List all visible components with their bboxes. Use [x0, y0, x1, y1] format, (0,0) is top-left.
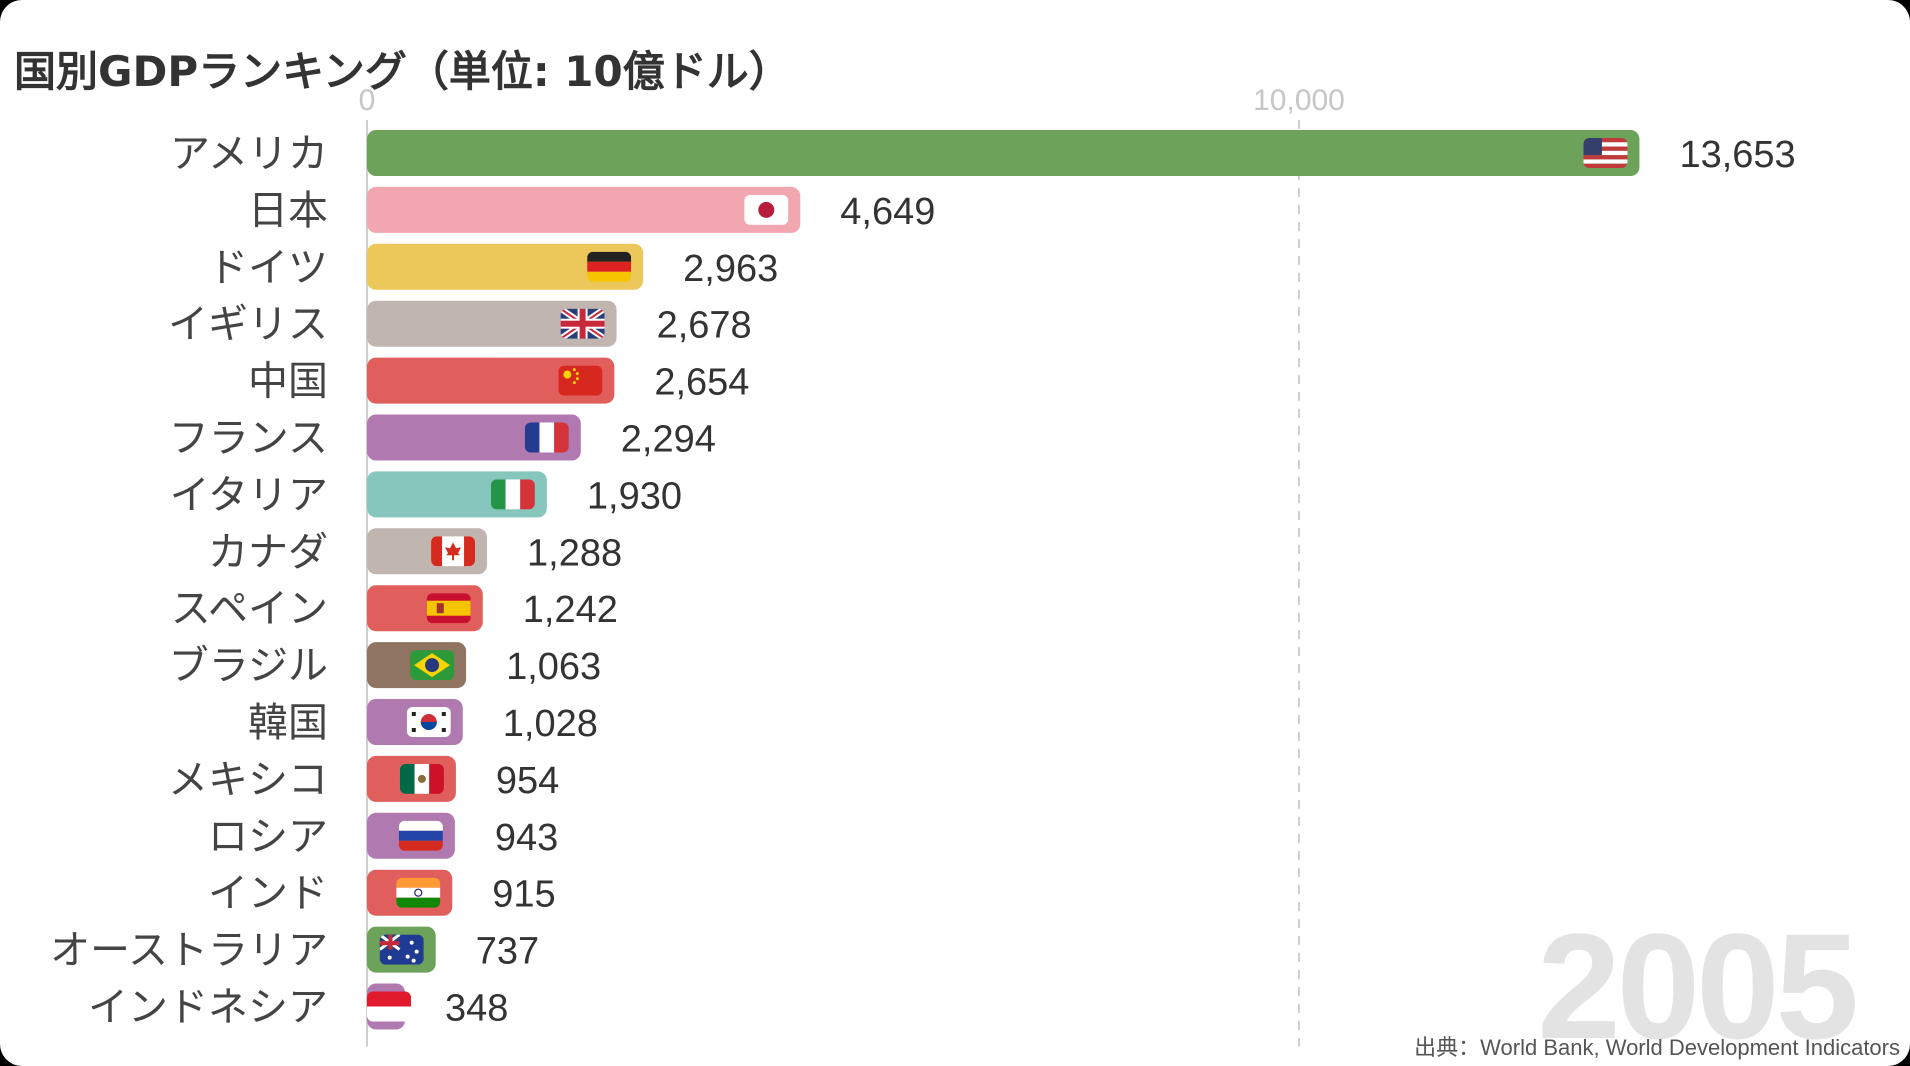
- bar-row: カナダ 1,288: [208, 528, 622, 575]
- russia-flag-icon: [398, 820, 443, 851]
- value-label: 1,242: [523, 589, 618, 631]
- category-label: オーストラリア: [50, 928, 328, 974]
- italy-flag-icon: [490, 479, 535, 510]
- category-label: スペイン: [171, 586, 328, 632]
- bar-row: 中国 2,654: [248, 357, 749, 405]
- bar-row: ロシア 943: [208, 812, 558, 860]
- category-label: メキシコ: [168, 757, 328, 803]
- bar-row: フランス 2,294: [169, 414, 716, 462]
- canada-flag-icon: [431, 536, 476, 567]
- bar-row: イタリア 1,930: [170, 471, 682, 518]
- category-label: イタリア: [170, 472, 328, 518]
- chart-title: 国別GDPランキング（単位: 10億ドル）: [14, 47, 791, 96]
- bar: [367, 300, 617, 347]
- category-label: ブラジル: [169, 643, 328, 689]
- value-label: 13,653: [1679, 134, 1795, 176]
- brazil-flag-icon: [410, 650, 455, 681]
- bar-row: スペイン 1,242: [171, 585, 618, 632]
- mexico-flag-icon: [399, 763, 444, 794]
- category-label: ドイツ: [208, 245, 328, 291]
- bar-row: ドイツ 2,963: [208, 243, 778, 291]
- value-label: 737: [476, 931, 539, 973]
- category-label: インドネシア: [88, 985, 328, 1031]
- value-label: 915: [492, 874, 555, 916]
- value-label: 2,678: [657, 305, 752, 347]
- japan-flag-icon: [744, 194, 789, 225]
- france-flag-icon: [524, 422, 569, 453]
- usa-flag-icon: [1583, 138, 1628, 168]
- category-label: ロシア: [208, 814, 328, 860]
- korea-flag-icon: [406, 707, 451, 737]
- bar: [367, 186, 801, 233]
- category-label: インド: [208, 871, 328, 917]
- bar-row: 日本 4,649: [248, 186, 935, 234]
- category-label: 中国: [248, 359, 328, 405]
- bar-row: ブラジル 1,063: [169, 642, 601, 689]
- category-label: イギリス: [168, 302, 328, 348]
- bar-row: インドネシア 348: [88, 983, 508, 1031]
- value-label: 943: [495, 817, 558, 859]
- indonesia-flag-icon: [367, 991, 411, 1022]
- x-tick-label: 10,000: [1253, 84, 1345, 117]
- source-note: 出典：World Bank, World Development Indicat…: [1414, 1035, 1900, 1060]
- bar-row: インド 915: [208, 869, 556, 917]
- china-flag-icon: [558, 365, 603, 396]
- value-label: 2,294: [621, 419, 716, 461]
- bar: [367, 130, 1640, 176]
- value-label: 2,963: [683, 248, 778, 290]
- category-label: 韓国: [248, 700, 328, 746]
- bar-row: メキシコ 954: [168, 755, 559, 803]
- uk-flag-icon: [560, 308, 605, 339]
- category-label: アメリカ: [170, 131, 328, 177]
- value-label: 1,063: [506, 646, 601, 688]
- bar-row: オーストラリア 737: [50, 926, 539, 974]
- india-flag-icon: [396, 877, 441, 908]
- bar-row: 韓国 1,028: [248, 699, 598, 746]
- bar: [367, 357, 615, 404]
- bar-row: イギリス 2,678: [168, 300, 752, 348]
- value-label: 348: [445, 988, 508, 1030]
- category-label: フランス: [169, 416, 328, 462]
- spain-flag-icon: [426, 593, 471, 624]
- category-label: カナダ: [208, 529, 328, 575]
- year-watermark: 2005: [1537, 902, 1859, 1066]
- value-label: 4,649: [840, 191, 935, 233]
- value-label: 2,654: [654, 362, 749, 404]
- value-label: 1,288: [527, 532, 622, 574]
- australia-flag-icon: [379, 934, 424, 965]
- value-label: 1,930: [587, 475, 682, 517]
- value-label: 1,028: [503, 703, 598, 745]
- x-tick-label: 0: [359, 84, 376, 117]
- germany-flag-icon: [587, 251, 632, 282]
- category-label: 日本: [248, 188, 328, 234]
- bar: [367, 243, 644, 290]
- value-label: 954: [496, 760, 559, 802]
- bar-row: アメリカ 13,653: [170, 130, 1796, 177]
